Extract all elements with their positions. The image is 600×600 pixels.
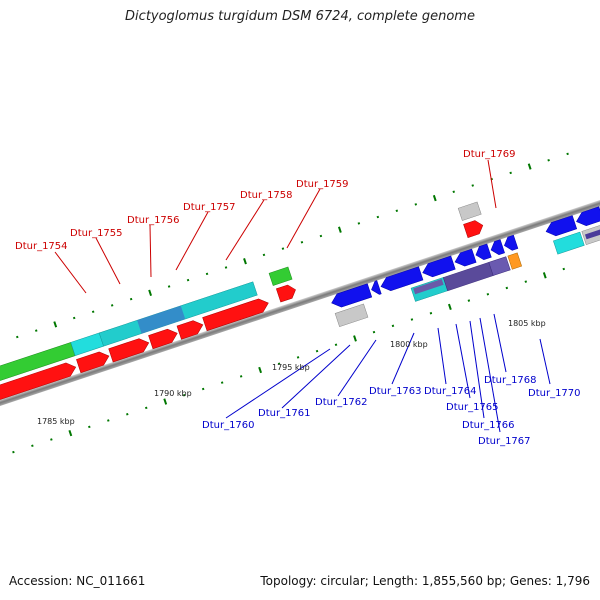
gene-block-purple-right [584, 229, 600, 240]
reverse-arrow [454, 248, 477, 267]
gene-label-dtur-1770: Dtur_1770 [528, 388, 581, 399]
genome-backbone [0, 167, 600, 439]
forward-arrow [148, 328, 178, 350]
gene-label-dtur-1758: Dtur_1758 [240, 190, 293, 201]
forward-arrow [176, 320, 204, 340]
gene-label-dtur-1769: Dtur_1769 [463, 149, 516, 160]
gene-block-purple-small [488, 256, 511, 276]
gene-label-dtur-1761: Dtur_1761 [258, 408, 311, 419]
reverse-arrow [545, 215, 578, 237]
reverse-arrow [576, 206, 600, 226]
reverse-arrow [331, 283, 373, 308]
forward-arrow [108, 338, 150, 363]
gene-label-dtur-1767: Dtur_1767 [478, 436, 531, 447]
forward-arrow [463, 220, 484, 238]
forward-row-2 [0, 220, 484, 401]
gene-label-dtur-1766: Dtur_1766 [462, 420, 515, 431]
topology-text: Topology: circular; Length: 1,855,560 bp… [260, 574, 590, 588]
reverse-leaders [225, 313, 551, 433]
gene-label-dtur-1757: Dtur_1757 [183, 202, 236, 213]
gene-label-dtur-1763: Dtur_1763 [369, 386, 422, 397]
gene-label-dtur-1765: Dtur_1765 [446, 402, 499, 413]
reverse-arrow [422, 255, 456, 278]
forward-row-1 [0, 201, 482, 384]
gene-block-grey [334, 303, 369, 328]
forward-leaders [54, 159, 497, 294]
reverse-row-2 [334, 224, 600, 328]
gene-block-green-small [268, 266, 293, 286]
accession-text: Accession: NC_011661 [9, 574, 146, 588]
gene-block-blue-overlay [137, 305, 186, 334]
forward-arrow [202, 298, 269, 332]
gene-label-dtur-1768: Dtur_1768 [484, 375, 537, 386]
gene-block-cyan-right [553, 231, 585, 255]
forward-arrow [0, 362, 77, 401]
reverse-arrow [380, 266, 424, 291]
gene-label-dtur-1754: Dtur_1754 [15, 241, 68, 252]
gene-label-dtur-1760: Dtur_1760 [202, 420, 255, 431]
scale-label-1795: 1795 kbp [272, 363, 310, 372]
outer-ticks [16, 152, 569, 339]
gene-label-dtur-1756: Dtur_1756 [127, 215, 180, 226]
gene-block-purple [413, 279, 444, 295]
gene-label-dtur-1764: Dtur_1764 [424, 386, 477, 397]
reverse-arrow [490, 239, 505, 256]
scale-label-1800: 1800 kbp [390, 340, 428, 349]
gene-label-dtur-1759: Dtur_1759 [296, 179, 349, 190]
forward-arrow [275, 284, 296, 303]
reverse-arrow [504, 234, 519, 251]
gene-label-dtur-1755: Dtur_1755 [70, 228, 123, 239]
inner-ticks [12, 267, 566, 454]
scale-label-1785: 1785 kbp [37, 417, 75, 426]
reverse-arrow [371, 280, 382, 295]
forward-arrow [76, 351, 110, 374]
reverse-row-1 [331, 206, 600, 308]
gene-block-orange [507, 252, 523, 270]
scale-label-1805: 1805 kbp [508, 319, 546, 328]
gene-block-grey [457, 201, 482, 221]
reverse-arrow [475, 243, 492, 261]
scale-label-1790: 1790 kbp [154, 389, 192, 398]
gene-label-dtur-1762: Dtur_1762 [315, 397, 368, 408]
genome-title: Dictyoglomus turgidum DSM 6724, complete… [125, 9, 475, 24]
